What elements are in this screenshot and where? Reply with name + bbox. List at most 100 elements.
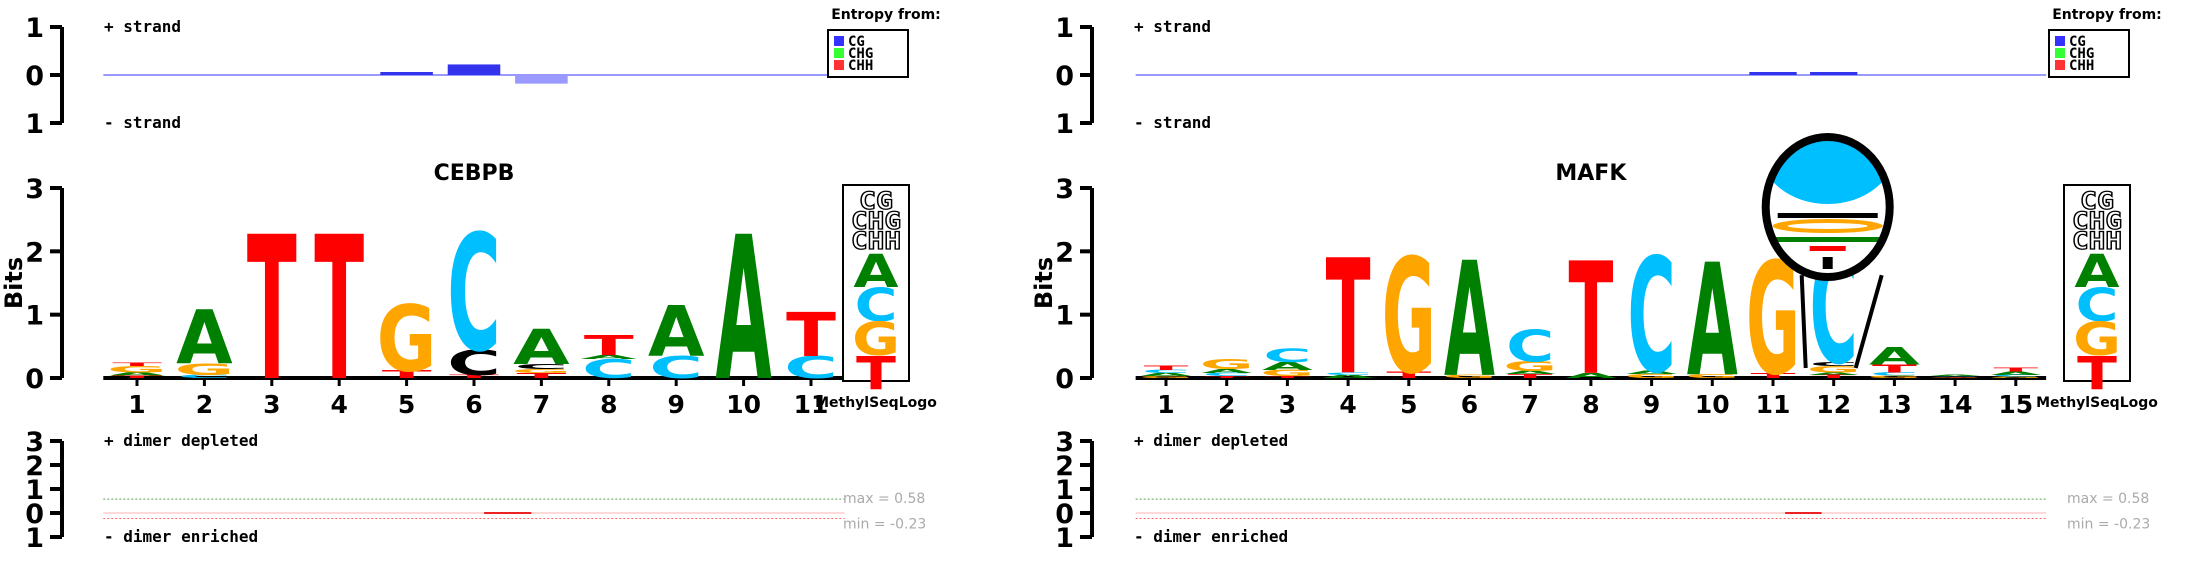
- logo-letter-c: C: [1324, 372, 1372, 376]
- dimer-tick-label: 3: [1055, 427, 1074, 458]
- legend-logo-letter-g: G: [2073, 314, 2121, 366]
- logo-x-tick-label: 2: [1218, 390, 1235, 419]
- zoom-lead-right: [1853, 274, 1884, 369]
- logo-letter-c: C: [1263, 345, 1311, 367]
- plus-strand-label: + strand: [104, 17, 181, 36]
- logo-x-tick-label: 4: [1339, 390, 1356, 419]
- logo-letter-c: C: [1992, 374, 2040, 377]
- logo-x-tick-label: 10: [1695, 390, 1730, 419]
- dimer-min-label: min = -0.23: [2067, 517, 2150, 533]
- logo-letter-t: T: [516, 372, 567, 380]
- logo-column: T: [247, 196, 297, 426]
- logo-letter-t: T: [1144, 364, 1189, 371]
- logo-letter-a: A: [109, 372, 166, 377]
- entropy-bar-plus: [447, 64, 501, 75]
- entropy-tick-label: 0: [25, 61, 44, 92]
- logo-x-tick-label: 15: [1998, 390, 2033, 419]
- logo-x-tick-label: 6: [1461, 390, 1478, 419]
- logo-letter-g: G: [1382, 225, 1436, 409]
- logo-letter-g: G: [1443, 374, 1497, 379]
- entropy-legend-swatch-chh: [834, 60, 844, 70]
- logo-letter-a: A: [1990, 371, 2041, 376]
- logo-x-tick-label: 11: [794, 390, 829, 419]
- legend-logo-letter-c: C: [2076, 280, 2119, 332]
- logo-letter-g: G: [1139, 376, 1193, 379]
- logo-letter-g: G: [511, 368, 571, 374]
- logo-column: A: [715, 196, 772, 426]
- logo-x-tick-label: 13: [1877, 390, 1912, 419]
- logo-letter-a: A: [1201, 368, 1252, 374]
- logo-column: TG: [377, 287, 437, 393]
- dimer-enriched-label: - dimer enriched: [104, 527, 258, 546]
- logo-letter-t: T: [449, 374, 499, 379]
- entropy-tick-label: 1: [25, 13, 44, 44]
- entropy-legend-swatch-cg: [834, 36, 844, 46]
- logo-x-tick-label: 5: [1400, 390, 1417, 419]
- logo-column: T: [314, 196, 364, 426]
- entropy-legend-label: CHH: [848, 58, 873, 74]
- logo-letter-t: T: [1508, 373, 1553, 379]
- legend-logo-letter-t: T: [2077, 348, 2117, 400]
- logo-y-tick-label: 2: [25, 237, 44, 268]
- minus-strand-label: - strand: [1134, 113, 1211, 132]
- logo-letter-t: T: [1568, 230, 1613, 410]
- logo-letter-g: G: [1200, 357, 1254, 372]
- logo-column: TG: [1382, 225, 1436, 409]
- logo-letter-t: T: [1872, 363, 1917, 375]
- logo-letter-c: C: [1627, 225, 1675, 409]
- entropy-legend-swatch-cg: [2055, 36, 2065, 46]
- logo-x-tick-label: 1: [128, 390, 145, 419]
- logo-letter-t: T: [1751, 372, 1796, 380]
- logo-letter-a: A: [1869, 342, 1921, 370]
- logo-column: GAC: [1625, 225, 1679, 409]
- logo-title: MAFK: [1555, 161, 1627, 186]
- logo-y-tick-label: 0: [25, 364, 44, 395]
- zoom-letter-a: [1767, 237, 1888, 242]
- logo-letter-t: T: [1265, 376, 1310, 379]
- entropy-bar-plus: [1749, 72, 1797, 75]
- logo-letter-g: G: [1867, 375, 1921, 379]
- logo-letter-t: T: [247, 196, 297, 426]
- logo-letter-t: T: [314, 196, 364, 426]
- logo-letter-c: C: [582, 354, 636, 384]
- logo-letter-c: C: [1870, 371, 1918, 376]
- entropy-from-label: Entropy from:: [831, 7, 941, 23]
- logo-column: CAT: [581, 330, 638, 384]
- zoom-lead-left: [1799, 275, 1808, 369]
- logo-y-tick-label: 3: [1055, 174, 1074, 205]
- entropy-tick-label: 1: [1055, 109, 1074, 140]
- entropy-from-label: Entropy from:: [2052, 7, 2162, 23]
- logo-column: AT: [1565, 230, 1616, 410]
- logo-letter-a: A: [1505, 370, 1556, 375]
- logo-column: CT: [784, 300, 838, 386]
- logo-letter-g: G: [1807, 364, 1861, 374]
- dimer-tick-label: 3: [25, 427, 44, 458]
- logo-letter-g: G: [174, 361, 234, 379]
- logo-letter-g: G: [1625, 373, 1679, 379]
- logo-x-tick-label: 3: [1279, 390, 1296, 419]
- logo-letter-t: T: [786, 300, 836, 371]
- legend-logo-letter-a: A: [2074, 246, 2120, 298]
- legend-logo-letter-c: C: [855, 280, 898, 332]
- logo-letter-a: A: [648, 292, 705, 373]
- logo-letter-methyl-c: C: [515, 363, 569, 371]
- dimer-tick-label: 1: [25, 475, 44, 506]
- dimer-tick-label: 2: [25, 451, 44, 482]
- logo-letter-t: T: [112, 375, 162, 379]
- dimer-depleted-label: + dimer depleted: [1134, 431, 1288, 450]
- logo-letter-a: A: [1323, 374, 1374, 379]
- logo-x-tick-label: 7: [533, 390, 550, 419]
- logo-letter-a: A: [1626, 370, 1677, 375]
- entropy-legend-swatch-chg: [2055, 48, 2065, 58]
